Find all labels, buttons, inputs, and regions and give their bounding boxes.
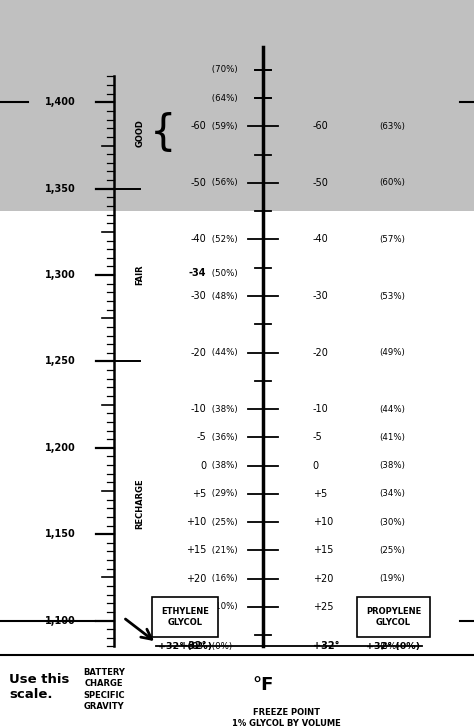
Text: (36%): (36%) (209, 433, 237, 442)
Text: 1,400: 1,400 (45, 98, 76, 107)
Text: -10: -10 (191, 404, 206, 414)
Text: +15: +15 (313, 545, 333, 555)
Text: -5: -5 (313, 432, 323, 443)
Text: -34: -34 (189, 269, 206, 278)
Text: FAIR: FAIR (136, 265, 144, 285)
Text: +15: +15 (186, 545, 206, 555)
FancyBboxPatch shape (356, 597, 430, 637)
Text: (0%): (0%) (209, 642, 232, 651)
Bar (0, 0, 474, 211)
Text: (0%): (0%) (379, 642, 400, 651)
Text: (34%): (34%) (379, 489, 405, 499)
Text: (10%): (10%) (209, 602, 237, 612)
Text: 1,300: 1,300 (45, 270, 76, 280)
Text: +25: +25 (313, 602, 333, 612)
Text: (29%): (29%) (209, 489, 237, 499)
Text: °F: °F (252, 676, 274, 694)
Text: BATTERY
CHARGE
SPECIFIC
GRAVITY: BATTERY CHARGE SPECIFIC GRAVITY (83, 668, 125, 711)
Text: +20: +20 (186, 574, 206, 584)
Text: FREEZE POINT
1% GLYCOL BY VOLUME: FREEZE POINT 1% GLYCOL BY VOLUME (232, 708, 341, 728)
Text: +32°: +32° (180, 641, 206, 652)
Text: -50: -50 (313, 178, 328, 188)
Text: {: { (150, 111, 177, 154)
Text: +20: +20 (313, 574, 333, 584)
Text: (57%): (57%) (379, 235, 405, 244)
Text: (16%): (16%) (209, 574, 237, 583)
Text: +10: +10 (313, 517, 333, 527)
Text: +32° (0%): +32° (0%) (158, 642, 212, 651)
Text: (64%): (64%) (209, 94, 237, 103)
Text: PROPYLENE
GLYCOL: PROPYLENE GLYCOL (366, 607, 421, 627)
Text: -30: -30 (313, 291, 328, 301)
Text: -50: -50 (191, 178, 206, 188)
Text: +32° (0%): +32° (0%) (366, 642, 420, 651)
Text: -20: -20 (313, 347, 328, 357)
Text: (53%): (53%) (379, 291, 405, 301)
Text: +10: +10 (186, 517, 206, 527)
Text: (12%): (12%) (379, 602, 405, 612)
Text: (38%): (38%) (209, 461, 237, 470)
Text: (38%): (38%) (379, 461, 405, 470)
Text: (52%): (52%) (209, 235, 237, 244)
Text: -5: -5 (196, 432, 206, 443)
Text: 1,150: 1,150 (45, 529, 76, 539)
Text: -60: -60 (191, 122, 206, 132)
Text: (60%): (60%) (379, 178, 405, 188)
Text: (41%): (41%) (379, 433, 405, 442)
Text: RECHARGE: RECHARGE (136, 478, 144, 529)
Text: ETHYLENE
GLYCOL: ETHYLENE GLYCOL (161, 607, 209, 627)
Text: (56%): (56%) (209, 178, 237, 188)
Text: -10: -10 (313, 404, 328, 414)
Text: -40: -40 (191, 234, 206, 245)
Text: (59%): (59%) (209, 122, 237, 131)
Text: (48%): (48%) (209, 291, 237, 301)
Text: +5: +5 (192, 488, 206, 499)
Text: +5: +5 (313, 488, 327, 499)
Text: (25%): (25%) (209, 518, 237, 526)
Text: +32°: +32° (313, 641, 339, 652)
Text: 0: 0 (313, 461, 319, 470)
Text: (70%): (70%) (209, 66, 237, 74)
Text: 1,350: 1,350 (45, 183, 76, 194)
FancyBboxPatch shape (152, 597, 218, 637)
Text: -30: -30 (191, 291, 206, 301)
Text: 0: 0 (200, 461, 206, 470)
Text: (21%): (21%) (209, 546, 237, 555)
Text: +25: +25 (186, 602, 206, 612)
Text: (44%): (44%) (379, 405, 405, 414)
Text: 1,100: 1,100 (45, 616, 76, 625)
Text: (63%): (63%) (379, 122, 405, 131)
Text: GOOD: GOOD (136, 119, 144, 146)
Text: (25%): (25%) (379, 546, 405, 555)
Text: (50%): (50%) (209, 269, 237, 278)
Text: (38%): (38%) (209, 405, 237, 414)
Text: 1,200: 1,200 (45, 443, 76, 453)
Text: (44%): (44%) (209, 348, 237, 357)
Text: 1,250: 1,250 (45, 357, 76, 366)
Text: -20: -20 (191, 347, 206, 357)
Text: -60: -60 (313, 122, 328, 132)
Text: (49%): (49%) (379, 348, 405, 357)
Text: (19%): (19%) (379, 574, 405, 583)
Text: (30%): (30%) (379, 518, 405, 526)
Text: -40: -40 (313, 234, 328, 245)
Text: Use this
scale.: Use this scale. (9, 673, 70, 701)
